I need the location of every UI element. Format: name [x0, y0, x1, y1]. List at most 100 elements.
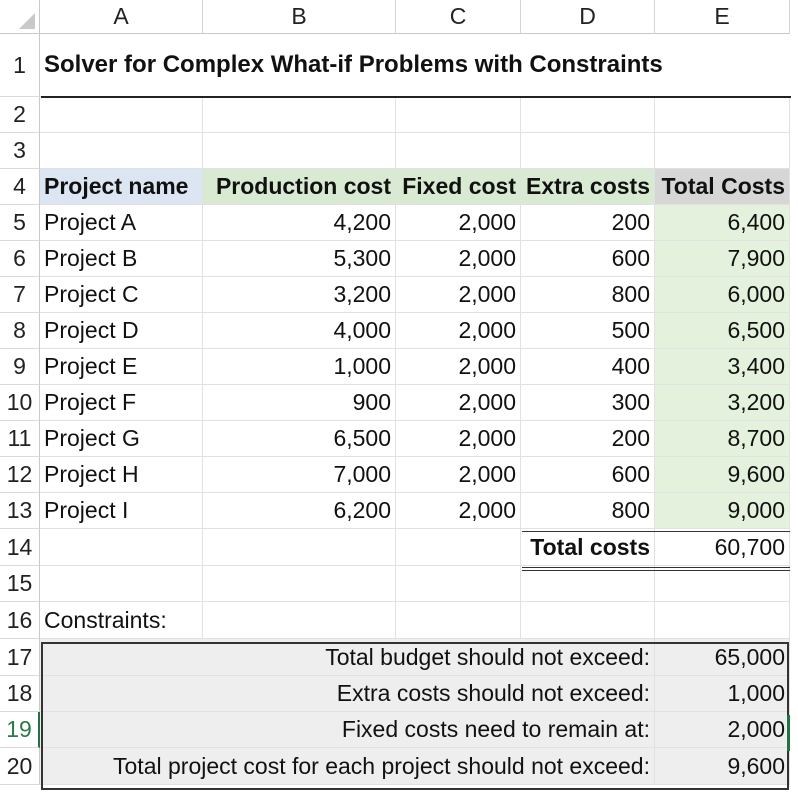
- grid-cell[interactable]: [40, 133, 203, 169]
- grid-cell[interactable]: [655, 602, 790, 639]
- project-name-cell[interactable]: Project F: [40, 385, 203, 421]
- cost-cell[interactable]: 6,200: [203, 493, 396, 529]
- cost-cell[interactable]: 1,000: [203, 349, 396, 385]
- cost-cell[interactable]: 3,200: [655, 385, 790, 421]
- constraint-text[interactable]: Fixed costs need to remain at:: [40, 712, 655, 748]
- cost-cell[interactable]: 5,300: [203, 241, 396, 277]
- constraint-value[interactable]: 9,600: [655, 748, 790, 785]
- cost-cell[interactable]: 6,500: [655, 313, 790, 349]
- grid-cell[interactable]: [521, 602, 655, 639]
- grid-cell[interactable]: [203, 133, 396, 169]
- constraint-text[interactable]: Total project cost for each project shou…: [40, 748, 655, 785]
- table-header-cell[interactable]: Fixed cost: [396, 169, 521, 205]
- cost-cell[interactable]: 6,400: [655, 205, 790, 241]
- cost-cell[interactable]: 2,000: [396, 349, 521, 385]
- column-header-d[interactable]: D: [521, 0, 655, 34]
- row-header-11[interactable]: 11: [0, 421, 40, 457]
- cost-cell[interactable]: 8,700: [655, 421, 790, 457]
- table-header-cell[interactable]: Production cost: [203, 169, 396, 205]
- row-header-4[interactable]: 4: [0, 169, 40, 205]
- cost-cell[interactable]: 200: [521, 421, 655, 457]
- cost-cell[interactable]: 7,900: [655, 241, 790, 277]
- cost-cell[interactable]: 2,000: [396, 205, 521, 241]
- grid-cell[interactable]: [396, 566, 521, 602]
- cost-cell[interactable]: 6,500: [203, 421, 396, 457]
- grid-cell[interactable]: [203, 566, 396, 602]
- table-header-cell[interactable]: Project name: [40, 169, 203, 205]
- constraint-text[interactable]: Extra costs should not exceed:: [40, 676, 655, 712]
- cost-cell[interactable]: 2,000: [396, 457, 521, 493]
- grid-cell[interactable]: [396, 602, 521, 639]
- cost-cell[interactable]: 9,000: [655, 493, 790, 529]
- cost-cell[interactable]: 200: [521, 205, 655, 241]
- row-header-17[interactable]: 17: [0, 639, 40, 676]
- cost-cell[interactable]: 800: [521, 277, 655, 313]
- cost-cell[interactable]: 300: [521, 385, 655, 421]
- column-header-b[interactable]: B: [203, 0, 396, 34]
- row-header-5[interactable]: 5: [0, 205, 40, 241]
- row-header-2[interactable]: 2: [0, 97, 40, 133]
- row-header-8[interactable]: 8: [0, 313, 40, 349]
- total-costs-label[interactable]: Total costs: [521, 529, 655, 566]
- cost-cell[interactable]: 2,000: [396, 421, 521, 457]
- grid-cell[interactable]: [40, 97, 203, 133]
- grid-cell[interactable]: [203, 529, 396, 566]
- row-header-10[interactable]: 10: [0, 385, 40, 421]
- grid-cell[interactable]: [40, 566, 203, 602]
- row-header-7[interactable]: 7: [0, 277, 40, 313]
- grid-cell[interactable]: [521, 566, 655, 602]
- select-all-corner[interactable]: [0, 0, 40, 34]
- cost-cell[interactable]: 7,000: [203, 457, 396, 493]
- cost-cell[interactable]: 4,000: [203, 313, 396, 349]
- project-name-cell[interactable]: Project B: [40, 241, 203, 277]
- row-header-9[interactable]: 9: [0, 349, 40, 385]
- cost-cell[interactable]: 600: [521, 241, 655, 277]
- total-costs-value[interactable]: 60,700: [655, 529, 790, 566]
- constraints-label[interactable]: Constraints:: [40, 602, 396, 639]
- constraint-value[interactable]: 1,000: [655, 676, 790, 712]
- cost-cell[interactable]: 800: [521, 493, 655, 529]
- column-header-c[interactable]: C: [396, 0, 521, 34]
- cost-cell[interactable]: 2,000: [396, 241, 521, 277]
- grid-cell[interactable]: [40, 529, 203, 566]
- project-name-cell[interactable]: Project A: [40, 205, 203, 241]
- row-header-3[interactable]: 3: [0, 133, 40, 169]
- page-title[interactable]: Solver for Complex What-if Problems with…: [40, 34, 790, 97]
- project-name-cell[interactable]: Project H: [40, 457, 203, 493]
- table-header-cell[interactable]: Extra costs: [521, 169, 655, 205]
- row-header-14[interactable]: 14: [0, 529, 40, 566]
- cost-cell[interactable]: 6,000: [655, 277, 790, 313]
- project-name-cell[interactable]: Project D: [40, 313, 203, 349]
- column-header-a[interactable]: A: [40, 0, 203, 34]
- row-header-6[interactable]: 6: [0, 241, 40, 277]
- row-header-19[interactable]: 19: [0, 712, 40, 748]
- cost-cell[interactable]: 600: [521, 457, 655, 493]
- row-header-1[interactable]: 1: [0, 34, 40, 97]
- cost-cell[interactable]: 4,200: [203, 205, 396, 241]
- row-header-13[interactable]: 13: [0, 493, 40, 529]
- project-name-cell[interactable]: Project I: [40, 493, 203, 529]
- grid-cell[interactable]: [396, 97, 521, 133]
- grid-cell[interactable]: [655, 566, 790, 602]
- constraint-value[interactable]: 65,000: [655, 639, 790, 676]
- cost-cell[interactable]: 3,400: [655, 349, 790, 385]
- grid-cell[interactable]: [521, 97, 655, 133]
- row-header-16[interactable]: 16: [0, 602, 40, 639]
- grid-cell[interactable]: [396, 133, 521, 169]
- constraint-value[interactable]: 2,000: [655, 712, 790, 748]
- cost-cell[interactable]: 2,000: [396, 313, 521, 349]
- cost-cell[interactable]: 9,600: [655, 457, 790, 493]
- project-name-cell[interactable]: Project C: [40, 277, 203, 313]
- cost-cell[interactable]: 2,000: [396, 277, 521, 313]
- cost-cell[interactable]: 2,000: [396, 493, 521, 529]
- grid-cell[interactable]: [655, 133, 790, 169]
- cost-cell[interactable]: 3,200: [203, 277, 396, 313]
- project-name-cell[interactable]: Project G: [40, 421, 203, 457]
- cost-cell[interactable]: 500: [521, 313, 655, 349]
- cost-cell[interactable]: 400: [521, 349, 655, 385]
- grid-cell[interactable]: [655, 97, 790, 133]
- table-header-cell[interactable]: Total Costs: [655, 169, 790, 205]
- constraint-text[interactable]: Total budget should not exceed:: [40, 639, 655, 676]
- row-header-18[interactable]: 18: [0, 676, 40, 712]
- column-header-e[interactable]: E: [655, 0, 790, 34]
